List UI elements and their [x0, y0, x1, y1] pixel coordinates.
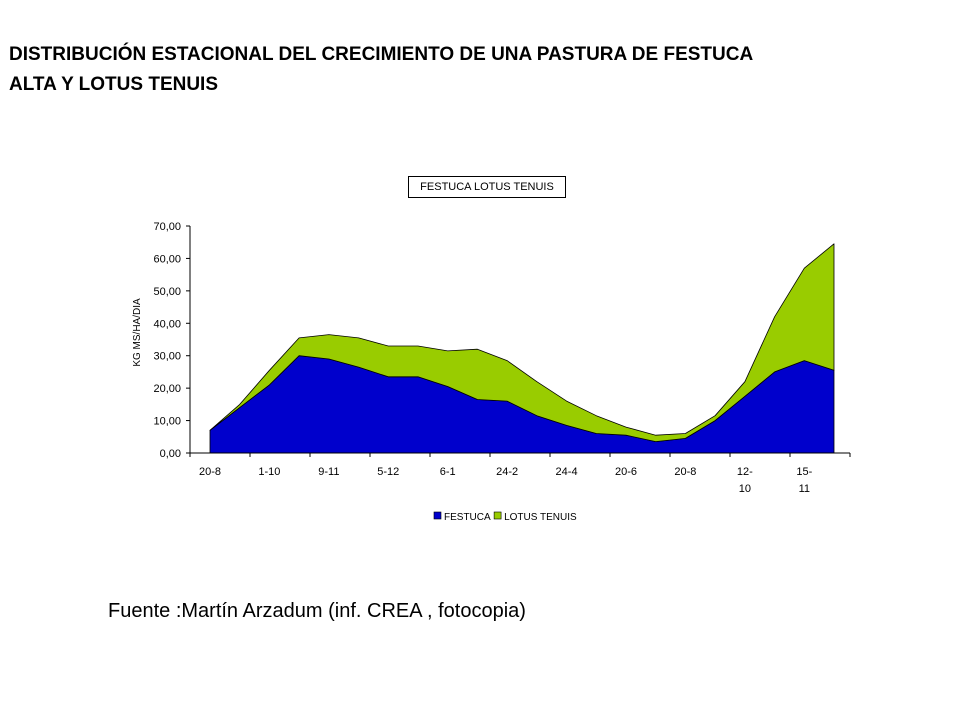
x-tick-label: 20-6: [615, 466, 637, 478]
y-tick-label: 10,00: [153, 416, 181, 428]
area-series-lotus-tenuis: [209, 243, 835, 442]
legend-label: FESTUCA: [444, 512, 491, 523]
y-axis-title: KG MS/HA/DIA: [132, 298, 143, 367]
x-tick-label: 20-8: [674, 466, 696, 478]
x-tick-label: 24-2: [496, 466, 518, 478]
legend-swatch: [493, 511, 502, 520]
x-tick-label: 6-1: [440, 466, 456, 478]
chart-title: FESTUCA LOTUS TENUIS: [408, 176, 566, 198]
legend-label: LOTUS TENUIS: [504, 512, 577, 523]
y-tick-label: 40,00: [153, 318, 181, 330]
y-tick-label: 20,00: [153, 383, 181, 395]
x-tick-label: 12-10: [737, 466, 753, 495]
slide-title: DISTRIBUCIÓN ESTACIONAL DEL CRECIMIENTO …: [9, 40, 954, 100]
legend-swatch: [433, 511, 442, 520]
x-tick-label: 15-11: [796, 466, 812, 495]
source-caption: Fuente :Martín Arzadum (inf. CREA , foto…: [108, 600, 526, 622]
y-tick-label: 50,00: [153, 286, 181, 298]
y-tick-label: 70,00: [153, 221, 181, 233]
x-tick-label: 5-12: [377, 466, 399, 478]
slide-title-line-1: DISTRIBUCIÓN ESTACIONAL DEL CRECIMIENTO …: [9, 44, 754, 65]
slide-title-line-2: ALTA Y LOTUS TENUIS: [9, 74, 219, 95]
y-tick-label: 0,00: [160, 448, 181, 460]
x-tick-label: 20-8: [199, 466, 221, 478]
y-tick-label: 60,00: [153, 253, 181, 265]
x-tick-label: 9-11: [318, 466, 339, 478]
y-tick-label: 30,00: [153, 351, 181, 363]
x-tick-label: 24-4: [556, 466, 578, 478]
x-tick-label: 1-10: [258, 466, 280, 478]
